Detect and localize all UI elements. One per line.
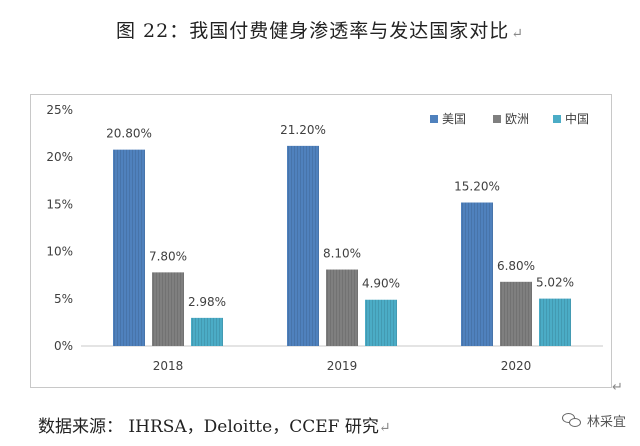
y-tick-label: 20%: [46, 150, 73, 164]
watermark: 林采宜: [561, 411, 626, 430]
x-tick-label: 2019: [327, 359, 358, 373]
bar: [365, 299, 397, 346]
watermark-text: 林采宜: [586, 415, 626, 430]
y-tick-label: 15%: [46, 197, 73, 211]
data-label: 20.80%: [106, 127, 152, 141]
data-label: 15.20%: [454, 180, 500, 194]
y-tick-label: 5%: [54, 292, 73, 306]
legend-swatch: [553, 115, 561, 123]
legend-label: 中国: [565, 111, 589, 126]
chart-frame: 0% 5% 10% 15% 20% 25% 20.80% 7.80% 2.98% 2018 21.2…: [30, 94, 612, 388]
bar-chart: 0% 5% 10% 15% 20% 25% 20.80% 7.80% 2.98% 2018 21.2…: [46, 103, 603, 373]
source-note: 数据来源： IHRSA，Deloitte，CCEF 研究↵: [38, 412, 391, 437]
source-text: 数据来源： IHRSA，Deloitte，CCEF 研究: [38, 417, 379, 437]
data-label: 4.90%: [362, 277, 400, 291]
legend-label: 欧洲: [505, 112, 529, 126]
paragraph-return-icon: ↵: [612, 380, 623, 395]
legend-swatch: [430, 115, 438, 123]
bar: [539, 298, 571, 346]
bar: [500, 281, 532, 346]
bar: [152, 272, 184, 346]
data-label: 6.80%: [497, 259, 535, 273]
legend-label: 美国: [442, 112, 466, 126]
figure-title-text: 图 22：我国付费健身渗透率与发达国家对比: [116, 20, 510, 42]
data-label: 21.20%: [280, 123, 326, 137]
bar: [287, 145, 319, 346]
paragraph-return-icon: ↵: [378, 420, 391, 436]
data-label: 7.80%: [149, 249, 187, 263]
y-tick-label: 10%: [46, 245, 73, 259]
bar: [326, 269, 358, 346]
wechat-icon: [561, 412, 582, 429]
bar: [461, 202, 493, 346]
y-tick-label: 25%: [46, 103, 73, 117]
figure-title: 图 22：我国付费健身渗透率与发达国家对比 ↵: [0, 16, 640, 43]
bar: [113, 149, 145, 346]
bar: [191, 317, 223, 346]
y-tick-label: 0%: [54, 339, 73, 353]
paragraph-return-icon: ↵: [511, 26, 524, 42]
legend-swatch: [493, 115, 501, 123]
x-tick-label: 2020: [501, 359, 532, 373]
data-label: 8.10%: [323, 247, 361, 261]
x-tick-label: 2018: [153, 359, 184, 373]
data-label: 5.02%: [536, 276, 574, 290]
data-label: 2.98%: [188, 295, 226, 309]
